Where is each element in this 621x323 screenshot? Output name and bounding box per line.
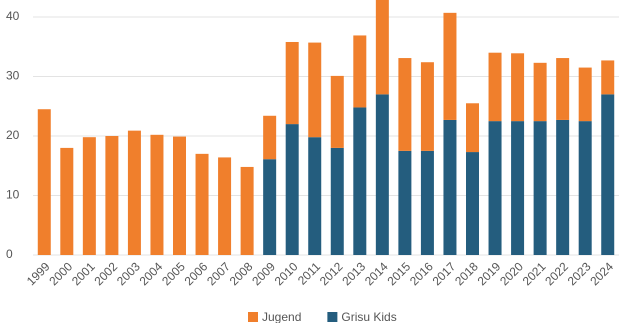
x-tick-label: 2000	[46, 259, 75, 288]
x-tick-label: 2016	[407, 259, 436, 288]
bar-segment	[285, 41, 299, 125]
bar-segment	[105, 136, 119, 255]
bar-segment	[533, 121, 547, 255]
y-tick-label: 20	[6, 128, 20, 142]
bar-segment	[466, 103, 479, 153]
legend-swatch	[327, 312, 338, 322]
x-tick-label: 2020	[497, 259, 526, 288]
x-tick-label: 2005	[159, 259, 188, 288]
bar-segment	[556, 119, 570, 255]
bar-segment	[330, 147, 344, 255]
bar-segment	[466, 152, 479, 255]
bar-segment	[353, 35, 367, 108]
bar-segment	[398, 58, 412, 151]
x-tick-label: 2018	[452, 259, 481, 288]
bar-segment	[511, 121, 525, 255]
x-tick-label: 2015	[384, 259, 413, 288]
x-tick-label: 2003	[114, 259, 143, 288]
bar-segment	[375, 94, 389, 255]
bar-segment	[308, 42, 322, 138]
x-tick-label: 2021	[520, 259, 549, 288]
bar-segment	[511, 53, 525, 122]
bar-segment	[556, 58, 570, 120]
bar-segment	[127, 130, 141, 255]
bar-segment	[60, 147, 74, 255]
x-tick-label: 2014	[362, 259, 391, 288]
legend-label: Grisu Kids	[341, 310, 396, 323]
x-tick-label: 2008	[227, 259, 256, 288]
bar-segment	[173, 136, 186, 255]
bar-segment	[488, 52, 502, 122]
x-tick-label: 2017	[430, 259, 459, 288]
bar-segment	[240, 166, 254, 255]
y-tick-label: 0	[6, 247, 13, 261]
x-tick-label: 2002	[91, 259, 120, 288]
x-tick-label: 2010	[272, 259, 301, 288]
y-tick-label: 40	[6, 9, 20, 23]
bar-segment	[330, 75, 344, 148]
bar-segment	[263, 115, 277, 160]
bar-segment	[37, 109, 51, 255]
bar-segment	[420, 62, 434, 151]
bar-segment	[82, 137, 96, 255]
x-tick-label: 2019	[475, 259, 504, 288]
x-tick-label: 2022	[542, 259, 571, 288]
bar-segment	[533, 62, 547, 122]
bar-segment	[443, 12, 457, 120]
legend-swatch	[248, 312, 258, 322]
y-tick-label: 30	[6, 69, 20, 83]
bar-segment	[150, 134, 164, 255]
x-tick-label: 2007	[204, 259, 233, 288]
bar-segment	[285, 124, 299, 255]
bar-segment	[601, 60, 615, 95]
x-tick-label: 2006	[182, 259, 211, 288]
x-tick-label: 2004	[137, 259, 166, 288]
bar-segment	[488, 121, 502, 255]
bar-segment	[195, 153, 209, 255]
x-tick-label: 2013	[339, 259, 368, 288]
x-tick-label: 2011	[295, 259, 323, 287]
x-tick-label: 1999	[24, 259, 53, 288]
bar-segment	[420, 150, 434, 255]
bar-segment	[353, 107, 367, 255]
x-tick-label: 2001	[69, 259, 98, 288]
bar-segment	[398, 150, 412, 255]
bar-segment	[218, 157, 232, 255]
x-tick-label: 2012	[317, 259, 346, 288]
x-tick-label: 2009	[249, 259, 278, 288]
bar-segment	[601, 94, 615, 255]
legend-label: Jugend	[262, 310, 301, 323]
x-tick-label: 2023	[565, 259, 594, 288]
bar-segment	[578, 67, 592, 122]
bar-segment	[443, 119, 457, 255]
y-tick-label: 10	[6, 188, 20, 202]
bar-segment	[578, 121, 592, 255]
x-tick-label: 2024	[587, 259, 616, 288]
bar-segment	[308, 137, 322, 255]
bar-segment	[375, 0, 389, 95]
bar-segment	[263, 159, 277, 255]
